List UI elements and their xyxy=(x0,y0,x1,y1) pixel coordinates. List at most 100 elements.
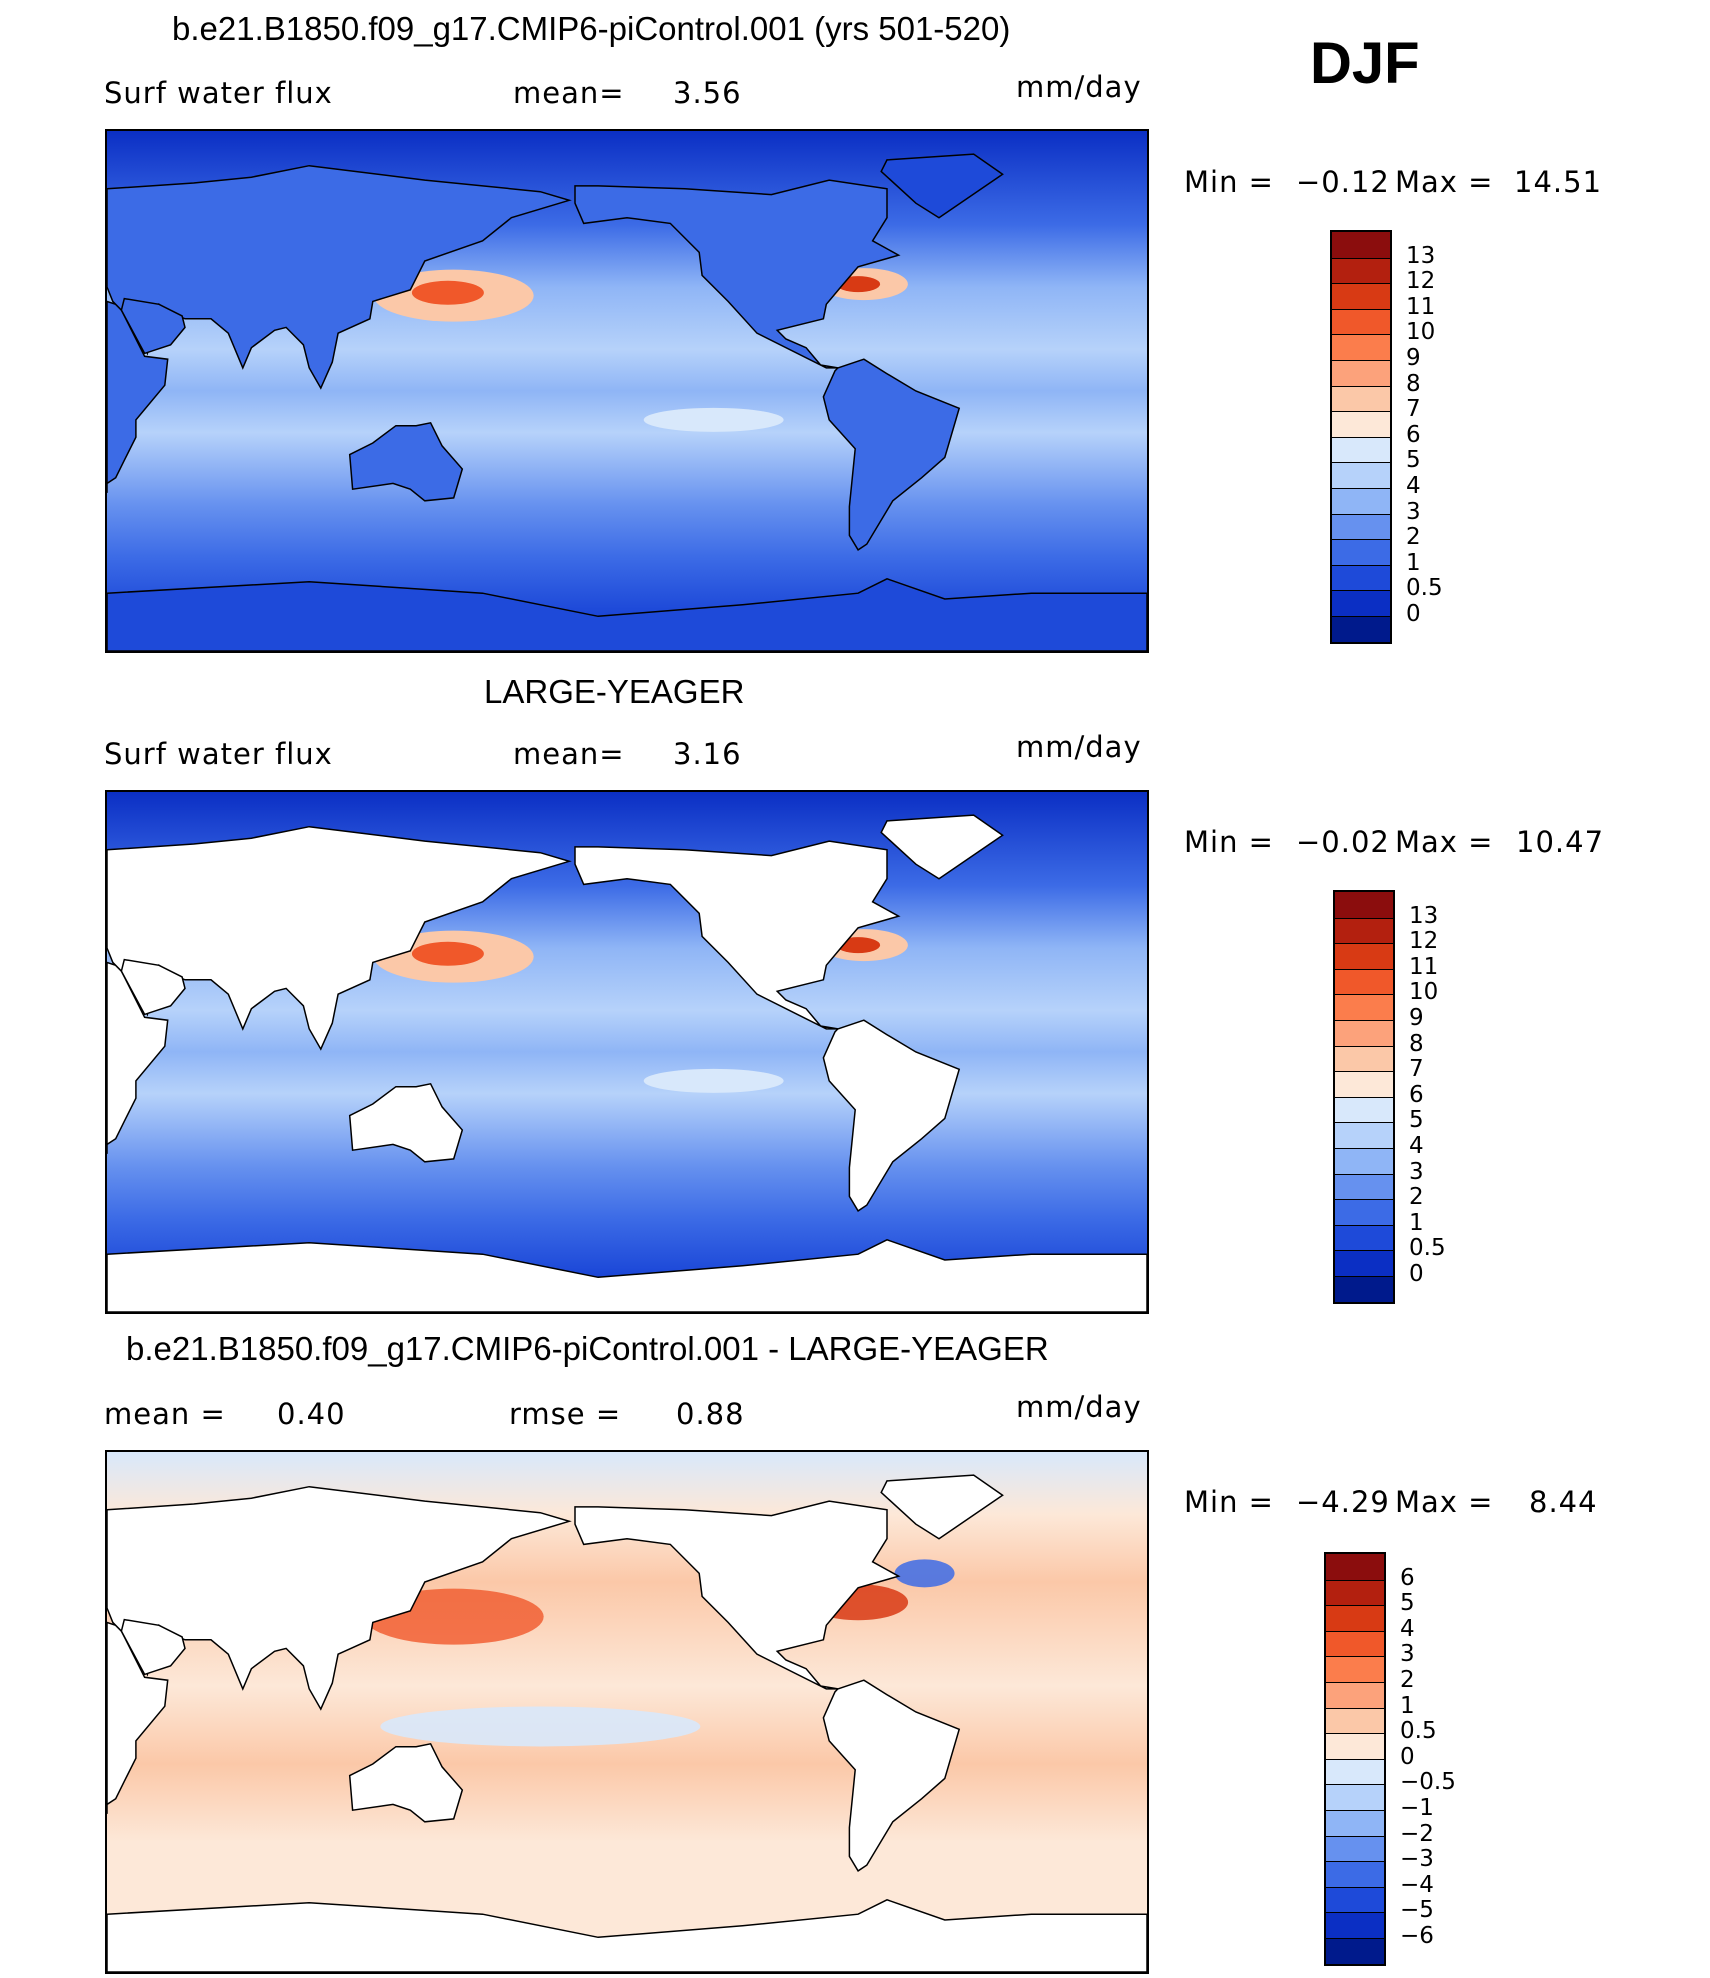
landmass-australia xyxy=(348,1742,464,1823)
colorbar-segment xyxy=(1326,1758,1384,1785)
colorbar-tick-label: 8 xyxy=(1409,1030,1424,1057)
colorbar-tick-label: 1 xyxy=(1409,1209,1424,1236)
colorbar-tick-label: 7 xyxy=(1409,1056,1424,1083)
season-label: DJF xyxy=(1310,31,1420,96)
colorbar-tick-label: 0 xyxy=(1400,1743,1415,1770)
colorbar-segment xyxy=(1332,232,1390,258)
colorbar-tick-label: 1 xyxy=(1406,549,1421,576)
colorbar-tick-label: 6 xyxy=(1409,1081,1424,1108)
panel2-title: LARGE-YEAGER xyxy=(484,673,745,710)
colorbar-segment xyxy=(1332,283,1390,309)
colorbar-tick-label: 4 xyxy=(1406,473,1421,499)
colorbar-segment xyxy=(1332,360,1390,386)
colorbar-box xyxy=(1330,230,1392,644)
landmass-namerica xyxy=(574,179,901,369)
colorbar-segment xyxy=(1326,1835,1384,1862)
colorbar-tick-label: −4 xyxy=(1400,1871,1434,1898)
colorbar-tick-label: 12 xyxy=(1406,268,1436,295)
colorbar-segment xyxy=(1332,385,1390,412)
flux-kuroshio-core xyxy=(411,941,484,966)
colorbar-tick-label: 10 xyxy=(1409,979,1439,1006)
panel1-min-label: Min = xyxy=(1184,165,1274,199)
panel1-max-label: Max = xyxy=(1395,165,1494,199)
landmass-greenland xyxy=(880,814,1004,880)
colorbar-tick-label: 10 xyxy=(1406,319,1436,346)
colorbar-segment xyxy=(1335,994,1393,1020)
colorbar-segment xyxy=(1335,1096,1393,1123)
colorbar-segment xyxy=(1326,1630,1384,1657)
panel2-mean-value: 3.16 xyxy=(673,737,742,771)
panel1-mean-label: mean= xyxy=(513,76,625,110)
colorbar-segment xyxy=(1332,411,1390,437)
colorbar-segment xyxy=(1326,1682,1384,1708)
colorbar-segment xyxy=(1326,1810,1384,1836)
colorbar-segment xyxy=(1335,1045,1393,1072)
panel1-variable-label: Surf water flux xyxy=(104,76,333,110)
colorbar-box xyxy=(1333,890,1395,1304)
panel3-title: b.e21.B1850.f09_g17.CMIP6-piControl.001 … xyxy=(126,1330,1049,1367)
colorbar-tick-label: 5 xyxy=(1406,447,1421,474)
panel3-map xyxy=(105,1450,1149,1974)
landmass-antarctica xyxy=(107,1898,1147,1972)
landmass-arabia xyxy=(120,958,186,1016)
colorbar-tick-label: 13 xyxy=(1409,902,1439,929)
panel1-mean-value: 3.56 xyxy=(673,76,742,110)
panel3-units: mm/day xyxy=(1016,1390,1142,1424)
panel3-mean-value: 0.40 xyxy=(277,1397,346,1431)
panel2-max-label: Max = xyxy=(1395,825,1494,859)
colorbar-segment xyxy=(1332,616,1390,642)
colorbar-segment xyxy=(1335,968,1393,995)
colorbar-tick-label: 12 xyxy=(1409,928,1439,955)
colorbar-segment xyxy=(1326,1579,1384,1606)
colorbar-tick-label: 9 xyxy=(1409,1005,1424,1031)
panel1-title: b.e21.B1850.f09_g17.CMIP6-piControl.001 … xyxy=(172,10,1011,47)
panel2-max-value: 10.47 xyxy=(1516,825,1605,859)
panel3-mean-label: mean = xyxy=(104,1397,226,1431)
colorbar-segment xyxy=(1335,1148,1393,1174)
colorbar-tick-label: 2 xyxy=(1406,524,1421,551)
colorbar-tick-label: −5 xyxy=(1400,1897,1434,1924)
panel2-min-label: Min = xyxy=(1184,825,1274,859)
colorbar-segment xyxy=(1332,334,1390,360)
colorbar-segment xyxy=(1332,462,1390,488)
landmass-greenland xyxy=(880,1474,1004,1540)
landmass-arabia xyxy=(120,297,186,355)
colorbar-tick-label: 5 xyxy=(1409,1107,1424,1134)
landmass-namerica xyxy=(574,1500,901,1690)
colorbar-segment xyxy=(1332,308,1390,335)
panel2-mean-label: mean= xyxy=(513,737,625,771)
panel2-units: mm/day xyxy=(1016,730,1142,764)
colorbar-box xyxy=(1324,1552,1386,1966)
colorbar-tick-label: 0 xyxy=(1409,1261,1424,1287)
panel1-map xyxy=(105,129,1149,653)
colorbar-segment xyxy=(1335,917,1393,944)
colorbar-segment xyxy=(1332,488,1390,514)
colorbar-segment xyxy=(1326,1707,1384,1734)
landmass-antarctica xyxy=(107,577,1147,651)
panel1-units: mm/day xyxy=(1016,70,1142,104)
colorbar-tick-label: 2 xyxy=(1400,1667,1415,1693)
colorbar-tick-label: 4 xyxy=(1400,1615,1415,1642)
landmass-samerica xyxy=(822,358,961,551)
panel3-min-value: −4.29 xyxy=(1296,1485,1390,1519)
colorbar-segment xyxy=(1335,1071,1393,1097)
panel2-variable-label: Surf water flux xyxy=(104,737,333,771)
landmass-australia xyxy=(348,421,464,502)
panel3-min-label: Min = xyxy=(1184,1485,1274,1519)
anomaly-negative-atlantic xyxy=(894,1559,955,1588)
colorbar-tick-label: 8 xyxy=(1406,370,1421,397)
colorbar-tick-label: 3 xyxy=(1406,498,1421,525)
colorbar-segment xyxy=(1326,1554,1384,1580)
colorbar-tick-label: 0 xyxy=(1406,601,1421,627)
colorbar-segment xyxy=(1332,257,1390,284)
colorbar-tick-label: 7 xyxy=(1406,396,1421,423)
colorbar-tick-label: 5 xyxy=(1400,1590,1415,1617)
colorbar-segment xyxy=(1332,539,1390,565)
colorbar-tick-label: −1 xyxy=(1400,1795,1434,1821)
colorbar-segment xyxy=(1326,1784,1384,1810)
colorbar-segment xyxy=(1326,1656,1384,1682)
colorbar-segment xyxy=(1335,1173,1393,1200)
colorbar-segment xyxy=(1326,1861,1384,1887)
panel2-map xyxy=(105,790,1149,1314)
colorbar-segment xyxy=(1326,1912,1384,1938)
